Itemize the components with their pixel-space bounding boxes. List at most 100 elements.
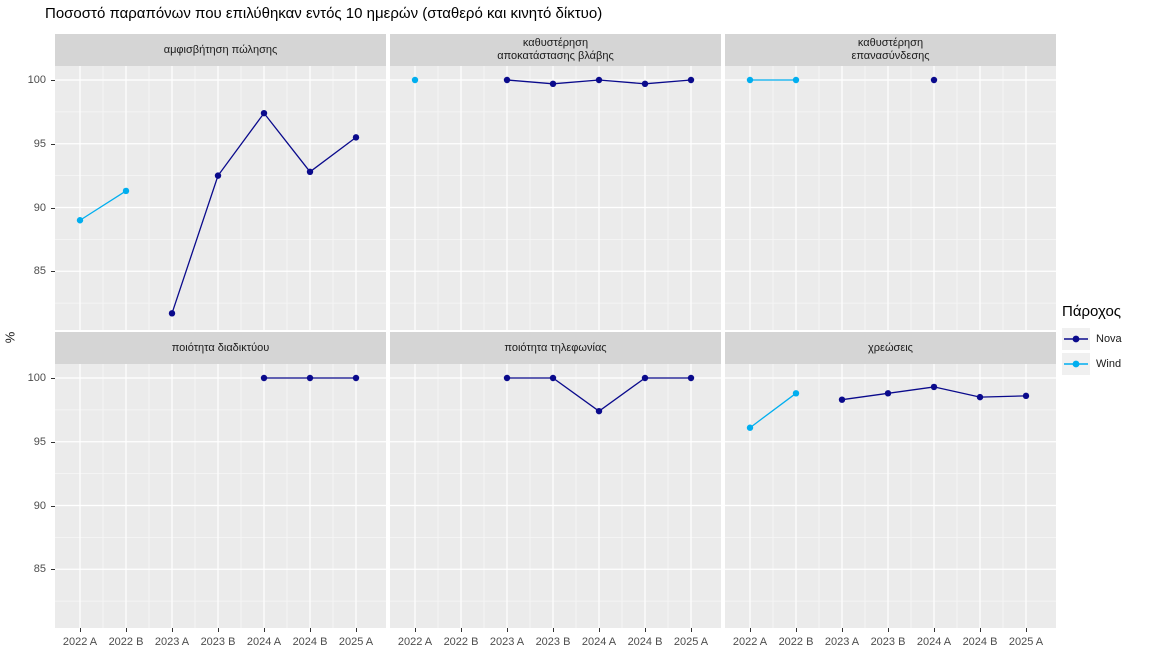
data-point-wind (76, 217, 84, 224)
y-tick-mark (51, 207, 55, 209)
y-tick-label: 100 (27, 372, 46, 384)
x-tick-label: 2022 B (443, 636, 479, 648)
y-tick-mark (51, 505, 55, 507)
facet-plot-area (390, 66, 721, 330)
facet-strip-label: ποιότητα τηλεφωνίας (504, 341, 607, 354)
facet-panel (55, 364, 386, 628)
legend-entry-nova: Nova (1062, 328, 1122, 350)
x-tick-label: 2022 B (778, 636, 814, 648)
x-tick-mark (126, 628, 127, 632)
data-point-nova (884, 390, 892, 397)
facet-plot-area (725, 66, 1056, 330)
y-tick-mark (51, 441, 55, 443)
x-tick-label: 2024 B (962, 636, 998, 648)
y-tick-label: 90 (33, 201, 46, 214)
x-tick-label: 2024 A (916, 636, 952, 648)
y-axis-title: % (2, 331, 18, 344)
data-point-nova (168, 310, 176, 317)
x-tick-mark (980, 628, 981, 632)
data-point-wind (746, 424, 754, 431)
legend: Πάροχος Nova Wind (1062, 303, 1122, 378)
x-tick-label: 2023 B (535, 636, 571, 648)
data-point-nova (930, 383, 938, 391)
x-tick-label: 2023 A (824, 636, 860, 648)
data-point-nova (214, 172, 222, 179)
facet-plot-area (725, 364, 1056, 628)
x-tick-label: 2025 A (1008, 636, 1044, 648)
x-tick-label: 2023 A (154, 636, 190, 648)
x-tick-label: 2024 A (581, 636, 617, 648)
data-point-nova (838, 396, 846, 403)
x-tick-mark (356, 628, 357, 632)
x-tick-mark (218, 628, 219, 632)
facet-strip-label: αμφισβήτηση πώλησης (163, 43, 278, 56)
x-tick-label: 2023 A (489, 636, 525, 648)
series-line-wind (749, 392, 797, 429)
facet-panel (390, 364, 721, 628)
facet-strip-label: ποιότητα διαδικτύου (171, 341, 270, 354)
legend-title: Πάροχος (1062, 303, 1122, 320)
x-tick-mark (461, 628, 462, 632)
chart-title: Ποσοστό παραπόνων που επιλύθηκαν εντός 1… (45, 5, 603, 22)
data-point-nova (930, 76, 938, 84)
x-tick-label: 2023 B (200, 636, 236, 648)
y-tick-mark (51, 569, 55, 571)
x-tick-mark (691, 628, 692, 632)
x-tick-mark (172, 628, 173, 632)
data-point-nova (352, 134, 360, 141)
facet-strip-label: χρεώσεις (868, 341, 913, 354)
x-tick-mark (1026, 628, 1027, 632)
data-point-wind (792, 76, 800, 84)
x-tick-label: 2022 A (62, 636, 98, 648)
data-point-nova (260, 374, 268, 382)
x-tick-label: 2024 B (292, 636, 328, 648)
facet-strip: αμφισβήτηση πώλησης (55, 34, 386, 66)
data-point-nova (549, 374, 557, 382)
facet-strip: καθυστέρηση επανασύνδεσης (725, 34, 1056, 66)
data-point-nova (549, 80, 557, 88)
x-tick-label: 2024 B (627, 636, 663, 648)
data-point-nova (503, 76, 511, 84)
y-tick-mark (51, 378, 55, 379)
facet-panel (725, 364, 1056, 628)
series-line-wind (79, 190, 127, 221)
facet-strip-label: καθυστέρηση αποκατάστασης βλάβης (497, 37, 614, 62)
data-point-nova (352, 374, 360, 382)
data-point-nova (641, 374, 649, 382)
facet-plot-area (55, 364, 386, 628)
legend-entry-wind: Wind (1062, 353, 1122, 375)
data-point-nova (503, 374, 511, 382)
facet-strip: ποιότητα διαδικτύου (55, 332, 386, 364)
x-tick-mark (645, 628, 646, 632)
x-tick-mark (264, 628, 265, 632)
y-tick-mark (51, 271, 55, 273)
facet-strip: ποιότητα τηλεφωνίας (390, 332, 721, 364)
legend-label-nova: Nova (1096, 333, 1122, 345)
data-point-nova (687, 76, 695, 84)
x-tick-mark (842, 628, 843, 632)
facet-strip-label: καθυστέρηση επανασύνδεσης (851, 37, 930, 62)
y-tick-label: 85 (33, 563, 46, 576)
legend-key-wind-icon (1062, 353, 1090, 375)
x-tick-mark (507, 628, 508, 632)
x-tick-mark (415, 628, 416, 632)
facet-plot-area (390, 364, 721, 628)
data-point-wind (746, 76, 754, 84)
y-tick-mark (51, 143, 55, 145)
facet-plot-area (55, 66, 386, 330)
x-tick-mark (796, 628, 797, 632)
x-tick-label: 2025 A (338, 636, 374, 648)
facet-strip: καθυστέρηση αποκατάστασης βλάβης (390, 34, 721, 66)
x-tick-mark (934, 628, 935, 632)
x-tick-mark (599, 628, 600, 632)
x-tick-label: 2022 A (732, 636, 768, 648)
data-point-nova (260, 109, 268, 117)
x-tick-label: 2022 B (108, 636, 144, 648)
facet-panel (55, 66, 386, 330)
x-tick-label: 2024 A (246, 636, 282, 648)
x-tick-label: 2023 B (870, 636, 906, 648)
y-tick-label: 85 (33, 265, 46, 278)
facet-panel (725, 66, 1056, 330)
data-point-nova (687, 374, 695, 382)
data-point-wind (792, 390, 800, 397)
